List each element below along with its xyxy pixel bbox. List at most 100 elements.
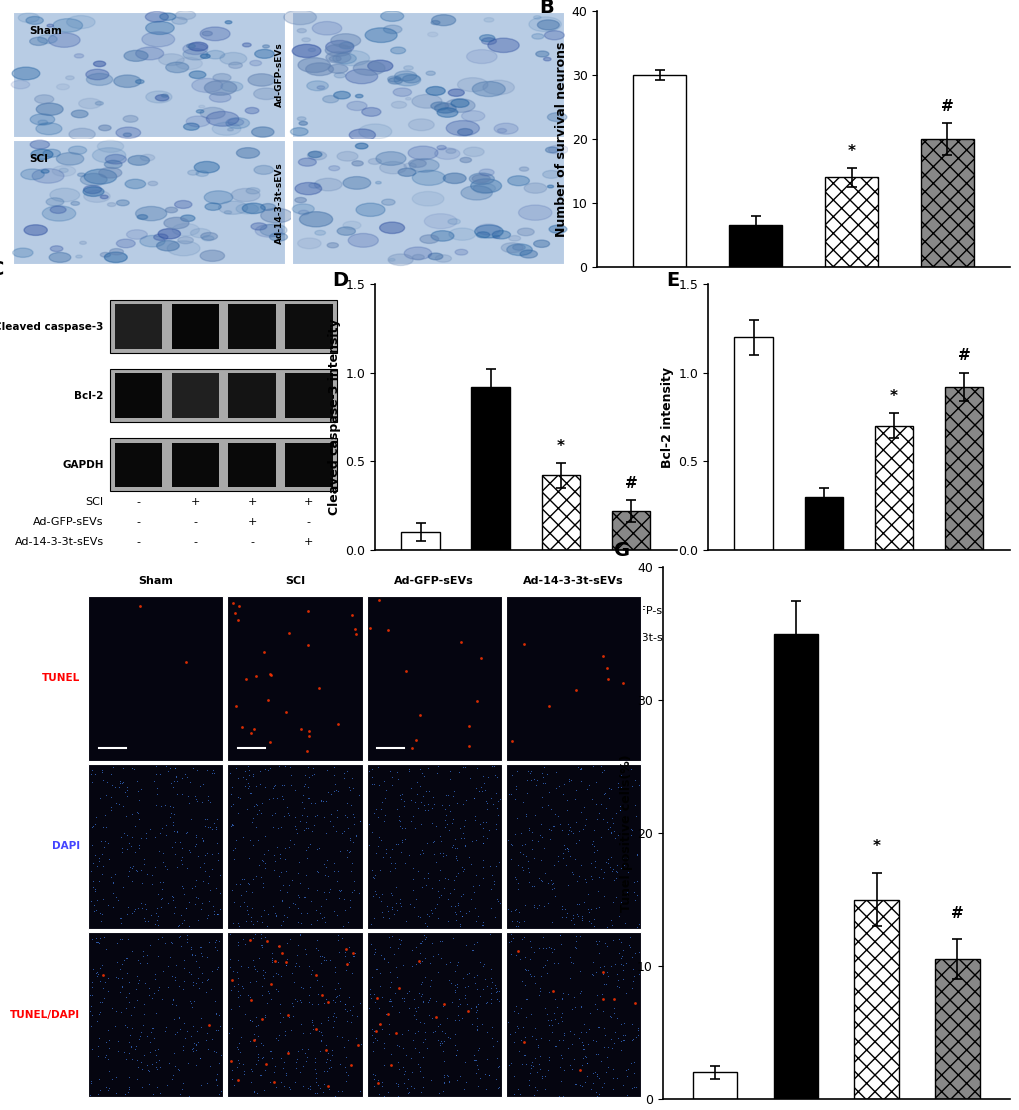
Point xyxy=(377,780,393,798)
Point xyxy=(463,890,479,908)
Point xyxy=(399,1084,416,1102)
Point xyxy=(253,1066,269,1083)
Circle shape xyxy=(204,191,232,204)
Point xyxy=(279,804,296,821)
Circle shape xyxy=(462,111,484,121)
Point xyxy=(207,820,223,838)
Point xyxy=(124,805,141,823)
Point xyxy=(253,1035,269,1052)
Point xyxy=(478,814,494,831)
Point xyxy=(484,796,500,814)
Point xyxy=(508,1017,525,1035)
Point xyxy=(614,970,631,988)
Point xyxy=(273,818,289,836)
Point xyxy=(587,795,603,813)
Point xyxy=(491,895,507,912)
Point xyxy=(206,905,222,922)
Point xyxy=(92,904,108,921)
Point xyxy=(504,929,521,947)
Point xyxy=(319,1011,335,1029)
Point xyxy=(390,836,407,854)
Point xyxy=(211,900,227,918)
Circle shape xyxy=(190,71,206,79)
Point xyxy=(84,818,100,836)
Circle shape xyxy=(213,73,230,82)
Point xyxy=(561,970,578,988)
Point xyxy=(89,1012,105,1030)
Circle shape xyxy=(519,166,528,171)
Point xyxy=(255,878,271,896)
Point xyxy=(296,821,312,839)
Point xyxy=(524,877,540,895)
Point xyxy=(266,861,282,879)
Point xyxy=(543,1017,559,1035)
Point xyxy=(308,806,324,824)
Point xyxy=(365,804,381,821)
Point xyxy=(612,766,629,784)
Point xyxy=(281,1080,298,1098)
Point xyxy=(164,1066,180,1083)
Point xyxy=(618,855,634,872)
Point xyxy=(93,831,109,849)
Point xyxy=(103,798,119,816)
Point xyxy=(512,842,528,860)
Point xyxy=(254,1049,270,1067)
Point xyxy=(344,998,361,1016)
Point xyxy=(533,1067,549,1084)
Circle shape xyxy=(533,16,540,19)
Point xyxy=(607,869,624,887)
Point xyxy=(410,907,426,925)
Point xyxy=(287,817,304,835)
Point xyxy=(506,1022,523,1040)
Point xyxy=(403,779,419,797)
Point xyxy=(307,1063,323,1081)
Point xyxy=(575,820,591,838)
Point xyxy=(341,829,358,847)
Circle shape xyxy=(75,255,83,258)
Circle shape xyxy=(347,233,378,248)
Point xyxy=(253,914,269,931)
Point xyxy=(577,870,593,888)
Point xyxy=(619,836,635,854)
Point xyxy=(395,1066,412,1083)
Point xyxy=(463,941,479,959)
Point xyxy=(603,917,620,935)
Point xyxy=(395,797,412,815)
Point xyxy=(278,861,294,879)
Point xyxy=(130,899,147,917)
Circle shape xyxy=(100,195,108,199)
Point xyxy=(232,957,249,975)
Point xyxy=(568,1074,584,1092)
Circle shape xyxy=(391,101,407,109)
Point xyxy=(546,887,562,905)
Text: #: # xyxy=(625,476,637,491)
Point xyxy=(421,783,437,800)
Text: +: + xyxy=(942,346,951,356)
Point xyxy=(257,1006,273,1023)
Point xyxy=(517,1047,533,1064)
Point xyxy=(415,1048,431,1066)
Text: -: - xyxy=(194,517,197,527)
Point xyxy=(91,1029,107,1047)
Point xyxy=(501,934,518,951)
Point xyxy=(332,979,348,997)
Point xyxy=(446,977,463,995)
Point xyxy=(271,757,287,775)
Point xyxy=(140,912,156,930)
Point xyxy=(437,818,453,836)
Point xyxy=(193,1050,209,1068)
Bar xyxy=(773,634,817,1099)
Point xyxy=(586,1063,602,1081)
Point xyxy=(625,874,641,891)
Text: -: - xyxy=(137,537,141,547)
Point xyxy=(87,765,103,783)
Point xyxy=(230,917,247,935)
Text: +: + xyxy=(486,579,495,589)
Bar xyxy=(541,475,580,549)
Point xyxy=(578,810,594,828)
Point xyxy=(278,908,294,926)
Point xyxy=(366,946,382,963)
Point xyxy=(412,1058,428,1076)
Point xyxy=(408,938,424,956)
Circle shape xyxy=(202,31,212,36)
